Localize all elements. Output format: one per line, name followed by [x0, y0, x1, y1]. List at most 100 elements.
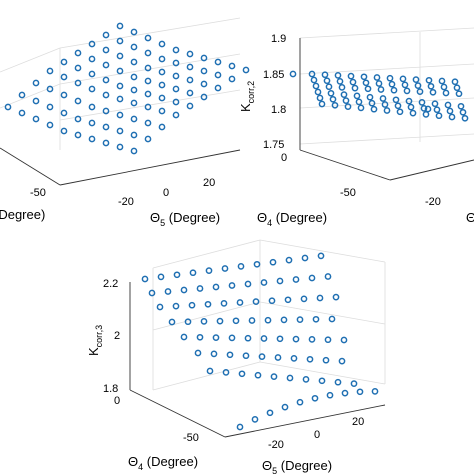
panel1-point — [200, 80, 208, 88]
panel3-y-tick: -20 — [268, 439, 284, 451]
panel1-point — [88, 40, 96, 48]
panel3-point — [168, 318, 176, 326]
panel1-point — [32, 115, 40, 123]
panel2-point — [442, 89, 450, 97]
panel2-point — [312, 82, 320, 90]
panel3-point — [276, 335, 284, 343]
panel3-point — [212, 283, 220, 291]
panel1-point — [186, 76, 194, 84]
panel1-point — [158, 40, 166, 48]
panel3-y-tick: 20 — [352, 416, 364, 428]
panel3-y-tick: 0 — [314, 429, 320, 441]
panel1-point — [46, 121, 54, 129]
panel3-point — [268, 297, 276, 305]
panel1-point — [214, 84, 222, 92]
panel2-point — [431, 100, 439, 108]
panel3-point — [172, 302, 180, 310]
panel3-point — [281, 403, 289, 411]
panel3-x-label-unit: (Degree) — [143, 454, 198, 469]
panel1-point — [158, 107, 166, 115]
panel3-points — [141, 252, 379, 431]
panel3-point — [252, 298, 260, 305]
panel1-y-label-theta: Θ — [150, 210, 160, 225]
panel3-point — [232, 317, 240, 325]
panel1-point — [116, 95, 124, 103]
panel1-point — [200, 54, 208, 62]
panel1-point — [144, 119, 152, 127]
panel2-point — [399, 75, 407, 83]
panel3-point — [302, 376, 310, 383]
panel3-point — [180, 333, 188, 341]
panel2-z-label-k: K — [238, 103, 253, 112]
panel3-grid — [152, 239, 386, 391]
panel3-point — [264, 316, 272, 324]
panel2-point — [360, 73, 368, 81]
panel1-ticks: -50 -20 0 20 — [30, 177, 215, 208]
panel2-point — [327, 89, 335, 97]
panel2-point — [409, 109, 417, 117]
panel1-point — [4, 103, 12, 111]
panel3-point — [285, 256, 293, 264]
panel2-point — [353, 92, 361, 100]
panel3-point — [306, 355, 314, 363]
panel2-points — [289, 70, 469, 122]
panel2-point — [394, 102, 402, 110]
panel1-point — [46, 85, 54, 93]
panel1-point — [130, 115, 138, 123]
panel3-point — [148, 289, 156, 297]
panel2-point — [334, 72, 342, 79]
panel3-z-tick: 2 — [114, 330, 120, 342]
panel1-point — [60, 109, 68, 117]
panel1-point — [144, 103, 152, 111]
panel3-point — [184, 318, 192, 326]
panel2-point — [316, 94, 324, 102]
panel2-x-label-theta: Θ — [257, 210, 267, 225]
panel3-ticks: 2.2 2 1.8 0 -50 -20 0 20 — [103, 278, 364, 451]
panel1-point — [158, 68, 166, 76]
panel1-point — [186, 102, 194, 110]
panel-top-left: -50 -20 0 20 (Degree) Θ5 (Degree) — [0, 17, 250, 228]
panel2-point — [459, 108, 467, 116]
panel3-point — [254, 371, 262, 379]
panel2-point — [455, 90, 463, 98]
panel1-point — [46, 67, 54, 75]
panel1-point — [18, 91, 26, 99]
panel3-point — [212, 334, 220, 341]
panel1-point — [130, 131, 138, 139]
panel2-x-tick: -50 — [340, 187, 356, 199]
panel2-point — [403, 87, 411, 95]
panel2-z-tick: 1.8 — [271, 104, 286, 116]
panel1-y-label-sub: 5 — [160, 218, 165, 228]
panel2-point — [392, 96, 400, 104]
panel2-point — [405, 97, 413, 105]
panel1-point — [200, 93, 208, 101]
panel2-x-label: Θ4 (Degree) — [257, 210, 327, 228]
panel1-point — [74, 64, 82, 72]
panel1-point — [130, 73, 138, 81]
panel3-point — [371, 388, 379, 395]
panel3-point — [318, 377, 326, 385]
panel3-point — [210, 350, 218, 358]
panel1-point — [102, 139, 110, 147]
panel2-point — [349, 78, 357, 86]
panel1-point — [60, 127, 68, 135]
panel2-z-tick: 1.9 — [271, 33, 286, 45]
panel2-point — [308, 70, 316, 78]
panel1-point — [130, 86, 138, 94]
panel1-point — [130, 147, 138, 155]
panel2-point — [321, 71, 329, 79]
panel3-point — [156, 303, 164, 311]
panel2-point — [364, 85, 372, 93]
panel2-point — [357, 104, 365, 112]
panel1-point — [144, 135, 152, 143]
panel1-point — [74, 115, 82, 123]
panel3-point — [222, 369, 230, 376]
panel3-point — [180, 286, 188, 294]
panel2-point — [429, 88, 437, 96]
panel3-x-tick: -50 — [183, 432, 199, 444]
panel1-point — [88, 103, 96, 111]
panel3-point — [237, 263, 245, 270]
panel3-z-tick: 2.2 — [103, 278, 118, 290]
panel1-point — [88, 70, 96, 78]
panel1-point — [172, 85, 180, 93]
